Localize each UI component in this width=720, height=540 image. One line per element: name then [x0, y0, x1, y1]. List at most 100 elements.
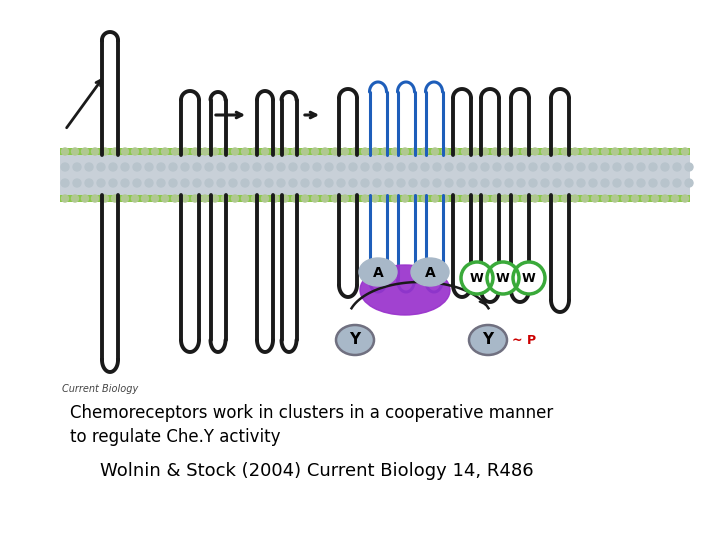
Circle shape	[313, 163, 321, 171]
Circle shape	[112, 148, 119, 155]
Circle shape	[552, 195, 559, 202]
Circle shape	[222, 195, 228, 202]
Circle shape	[241, 148, 248, 155]
Circle shape	[441, 195, 449, 202]
Circle shape	[192, 148, 199, 155]
Circle shape	[349, 163, 357, 171]
Circle shape	[502, 148, 508, 155]
Text: Wolnin & Stock (2004) Current Biology 14, R486: Wolnin & Stock (2004) Current Biology 14…	[100, 462, 534, 480]
Circle shape	[341, 148, 348, 155]
Circle shape	[289, 179, 297, 187]
Bar	[60, 155, 690, 195]
Circle shape	[112, 195, 119, 202]
Circle shape	[229, 179, 237, 187]
Circle shape	[325, 179, 333, 187]
Circle shape	[302, 148, 308, 155]
Circle shape	[102, 148, 109, 155]
Circle shape	[193, 163, 201, 171]
Circle shape	[385, 179, 393, 187]
Circle shape	[565, 179, 573, 187]
Circle shape	[91, 148, 99, 155]
Circle shape	[409, 179, 417, 187]
Circle shape	[553, 163, 561, 171]
Circle shape	[142, 148, 148, 155]
Circle shape	[261, 195, 269, 202]
Circle shape	[372, 148, 379, 155]
Circle shape	[621, 195, 629, 202]
Text: ~ P: ~ P	[512, 334, 536, 347]
Circle shape	[133, 179, 141, 187]
Circle shape	[397, 163, 405, 171]
Circle shape	[601, 195, 608, 202]
Circle shape	[322, 148, 328, 155]
Circle shape	[373, 163, 381, 171]
Circle shape	[205, 163, 213, 171]
Text: Chemoreceptors work in clusters in a cooperative manner: Chemoreceptors work in clusters in a coo…	[70, 404, 553, 422]
Circle shape	[421, 195, 428, 202]
Circle shape	[661, 163, 669, 171]
Circle shape	[457, 163, 465, 171]
Circle shape	[451, 148, 459, 155]
Circle shape	[637, 179, 645, 187]
Circle shape	[451, 195, 459, 202]
Circle shape	[61, 195, 68, 202]
Circle shape	[493, 179, 501, 187]
Ellipse shape	[359, 258, 397, 286]
Circle shape	[277, 163, 285, 171]
Circle shape	[361, 163, 369, 171]
Circle shape	[472, 195, 479, 202]
Circle shape	[71, 148, 78, 155]
Circle shape	[441, 148, 449, 155]
Circle shape	[292, 195, 299, 202]
Circle shape	[222, 148, 228, 155]
Circle shape	[289, 163, 297, 171]
Circle shape	[157, 163, 165, 171]
Circle shape	[265, 163, 273, 171]
Circle shape	[531, 148, 539, 155]
Circle shape	[121, 163, 129, 171]
Circle shape	[421, 163, 429, 171]
Circle shape	[505, 179, 513, 187]
Circle shape	[652, 148, 659, 155]
Text: W: W	[470, 273, 484, 286]
Circle shape	[621, 148, 629, 155]
Circle shape	[513, 262, 545, 294]
Circle shape	[132, 148, 138, 155]
Circle shape	[217, 179, 225, 187]
Circle shape	[601, 163, 609, 171]
Circle shape	[649, 163, 657, 171]
Circle shape	[85, 179, 93, 187]
Circle shape	[613, 163, 621, 171]
Circle shape	[385, 163, 393, 171]
Circle shape	[505, 163, 513, 171]
Circle shape	[325, 163, 333, 171]
Circle shape	[181, 195, 189, 202]
Circle shape	[682, 148, 688, 155]
Circle shape	[517, 163, 525, 171]
Circle shape	[261, 148, 269, 155]
Circle shape	[577, 179, 585, 187]
Circle shape	[487, 262, 519, 294]
Circle shape	[611, 195, 618, 202]
Circle shape	[462, 148, 469, 155]
Circle shape	[157, 179, 165, 187]
Circle shape	[109, 179, 117, 187]
Circle shape	[562, 195, 569, 202]
Circle shape	[541, 148, 549, 155]
Circle shape	[61, 163, 69, 171]
Circle shape	[601, 148, 608, 155]
Circle shape	[572, 195, 578, 202]
Circle shape	[241, 163, 249, 171]
Circle shape	[592, 148, 598, 155]
Text: Y: Y	[349, 333, 361, 348]
Circle shape	[625, 163, 633, 171]
Circle shape	[337, 179, 345, 187]
Circle shape	[73, 179, 81, 187]
Circle shape	[81, 148, 89, 155]
Circle shape	[412, 148, 418, 155]
Circle shape	[351, 148, 359, 155]
Bar	[60, 195, 690, 202]
Text: A: A	[425, 266, 436, 280]
Circle shape	[472, 148, 479, 155]
Circle shape	[631, 195, 639, 202]
